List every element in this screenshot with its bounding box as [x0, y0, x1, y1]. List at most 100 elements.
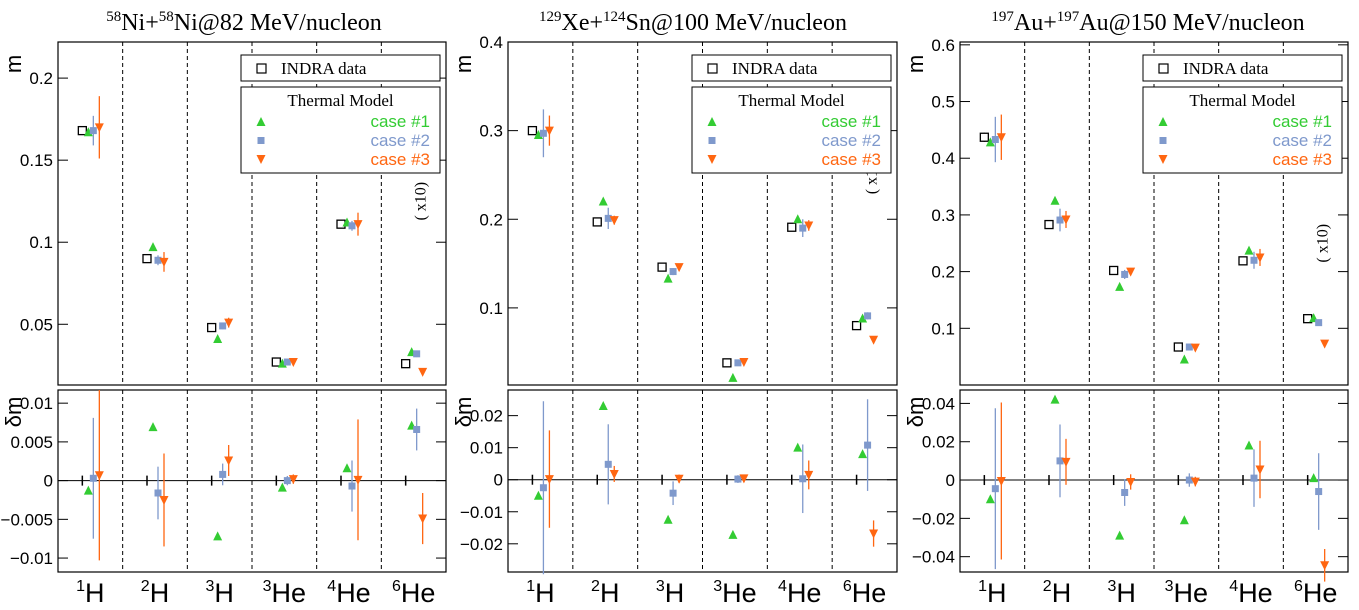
- case3-point: [159, 495, 169, 505]
- category-superscript: 2: [591, 578, 600, 595]
- panel-2: 129Xe+124Sn@100 MeV/nucleon0.10.20.30.4m…: [451, 9, 898, 608]
- case2-point: [734, 475, 742, 483]
- data-point: [1044, 219, 1054, 230]
- case1-point: [533, 130, 543, 140]
- category-label: 3H: [656, 578, 684, 608]
- panel-3: 197Au+197Au@150 MeV/nucleon0.10.20.30.40…: [903, 9, 1349, 608]
- legend-case2-label: case #2: [1272, 131, 1332, 150]
- y-tick-label: 0.2: [931, 263, 955, 282]
- case2-point: [89, 127, 97, 135]
- category-superscript: 3: [263, 578, 272, 595]
- category-superscript: 2: [141, 578, 150, 595]
- case2-point: [604, 460, 612, 468]
- title-text: Au@150 MeV/nucleon: [1079, 10, 1304, 36]
- case1-point: [663, 273, 673, 283]
- category-base: He: [1174, 578, 1209, 608]
- legend-case2-marker: [1159, 137, 1167, 144]
- category-label: 3He: [263, 578, 306, 608]
- category-superscript: 4: [1229, 578, 1238, 595]
- legend-data-marker: [1158, 63, 1169, 74]
- case2-point: [154, 489, 162, 497]
- y-tick-label: 0.02: [470, 407, 503, 426]
- case2-point: [219, 470, 227, 478]
- panel-1: 58Ni+58Ni@82 MeV/nucleon0.050.10.150.2m(…: [1, 9, 447, 608]
- legend-case3-marker: [1158, 155, 1168, 164]
- category-base: H: [1052, 578, 1072, 608]
- case2-point: [348, 222, 356, 230]
- panel-title: 58Ni+58Ni@82 MeV/nucleon: [106, 9, 382, 36]
- case2-point: [669, 268, 677, 276]
- case1-point: [793, 214, 803, 224]
- legend-case2-marker: [257, 137, 265, 144]
- legend-case2-label: case #2: [821, 131, 881, 150]
- case3-point: [674, 474, 684, 484]
- case2-point: [539, 129, 547, 137]
- legend-model-box: [691, 86, 892, 174]
- case3-point: [804, 470, 814, 480]
- case2-point: [539, 484, 547, 492]
- category-label: 3He: [713, 578, 756, 608]
- category-superscript: 1: [978, 578, 987, 595]
- title-superscript: 129: [539, 9, 562, 25]
- legend-case3-label: case #3: [821, 150, 881, 169]
- case2-point: [1315, 319, 1323, 327]
- case3-point: [1320, 561, 1330, 571]
- y-tick-label: 0.3: [479, 122, 503, 141]
- top-subplot: 0.10.20.30.4m( x10): [451, 33, 898, 386]
- case1-point: [793, 442, 803, 452]
- y-tick-label: 0.2: [479, 210, 503, 229]
- case2-point: [864, 312, 872, 320]
- case3-point: [1320, 339, 1330, 349]
- title-text: Xe+: [562, 10, 604, 36]
- category-base: He: [1238, 578, 1273, 608]
- case3-point: [288, 475, 298, 485]
- case2-point: [89, 474, 97, 482]
- legend-case3-label: case #3: [1272, 150, 1332, 169]
- case3-point: [288, 358, 298, 368]
- category-base: H: [665, 578, 685, 608]
- category-base: He: [272, 578, 307, 608]
- category-base: He: [722, 578, 757, 608]
- title-superscript: 58: [159, 9, 174, 25]
- case1-point: [277, 482, 287, 492]
- data-point: [1173, 342, 1183, 352]
- y-tick-label: 0.1: [931, 319, 955, 338]
- case2-point: [1315, 488, 1323, 496]
- case1-point: [1179, 354, 1189, 364]
- top-subplot: 0.1 0.2 0.3 0.4 0.5 0.6m ( x10): [903, 36, 1349, 386]
- title-text: Au+: [1014, 10, 1057, 36]
- data-point: [207, 322, 217, 333]
- title-superscript: 124: [603, 9, 626, 25]
- case1-point: [213, 334, 223, 344]
- category-superscript: 4: [327, 578, 336, 595]
- category-superscript: 3: [205, 578, 214, 595]
- case3-point: [159, 257, 169, 267]
- case3-point: [353, 475, 363, 485]
- case3-point: [609, 469, 619, 479]
- y-tick-label: 0.02: [922, 433, 955, 452]
- case3-point: [1255, 253, 1265, 263]
- data-point: [592, 217, 602, 227]
- y-tick-label: 0.4: [931, 149, 955, 168]
- legend-case3-label: case #3: [370, 150, 430, 169]
- case2-point: [1185, 476, 1193, 484]
- title-superscript: 58: [106, 9, 121, 25]
- y-tick-label: 0.005: [10, 433, 53, 452]
- case3-point: [739, 357, 749, 367]
- case3-point: [674, 263, 684, 273]
- case1-point: [148, 242, 158, 252]
- category-label: 4He: [1229, 578, 1272, 608]
- legend-model-header: Thermal Model: [738, 91, 844, 110]
- legend-case2-label: case #2: [370, 131, 430, 150]
- case3-point: [544, 126, 554, 136]
- data-point: [401, 359, 411, 369]
- data-point: [142, 253, 152, 264]
- case2-point: [219, 322, 227, 330]
- y-tick-label: −0.02: [912, 509, 955, 528]
- case2-point: [864, 441, 872, 449]
- y-tick-label: 0.1: [479, 299, 503, 318]
- case2-point: [991, 485, 999, 493]
